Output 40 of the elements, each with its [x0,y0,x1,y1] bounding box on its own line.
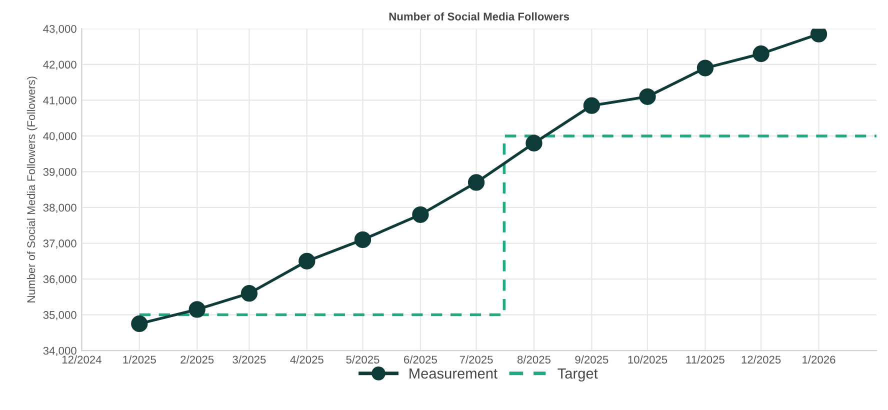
point [526,134,542,152]
x-tick-label: 3/2025 [232,355,266,364]
x-tick-label: 7/2025 [460,355,493,364]
y-tick-label: 35,000 [43,311,76,320]
y-tick-label: 40,000 [43,132,76,142]
chart-title: Number of Social Media Followers [389,12,570,20]
y-tick-label: 41,000 [43,96,76,106]
y-tick-label: 37,000 [43,240,76,249]
y-tick-label: 42,000 [43,60,76,70]
point [583,97,600,114]
x-tick-label: 1/2026 [802,355,836,364]
x-tick-label: 8/2025 [517,355,551,364]
point [696,60,714,76]
y-tick-label: 39,000 [43,168,76,178]
y-axis-title: Number of Social Media Followers (Followers) [26,76,38,302]
legend-label: Measurement [410,368,498,379]
x-tick-label: 12/2025 [742,355,781,364]
x-tick-label: 2/2025 [180,355,214,364]
x-tick-label: 6/2025 [404,355,437,364]
y-tick-label: 36,000 [43,275,76,284]
y-tick-label: 34,000 [43,346,76,356]
x-tick-label: 10/2025 [628,355,668,364]
point [468,174,485,191]
point [131,315,148,332]
x-tick-label: 4/2025 [290,355,324,364]
x-tick-label: 12/2024 [62,355,102,364]
legend-label: Target [558,368,598,382]
point [298,252,316,270]
y-tick-label: 38,000 [43,204,76,213]
x-tick-label: 1/2025 [123,355,156,364]
point [240,285,258,302]
point [639,88,656,105]
x-tick-label: 5/2025 [346,355,380,364]
y-tick-label: 43,000 [43,24,76,34]
point [188,301,206,318]
x-tick-label: 11/2025 [686,355,724,364]
x-tick-label: 9/2025 [575,355,608,364]
point [354,231,372,248]
point [752,45,770,62]
point [412,206,429,223]
